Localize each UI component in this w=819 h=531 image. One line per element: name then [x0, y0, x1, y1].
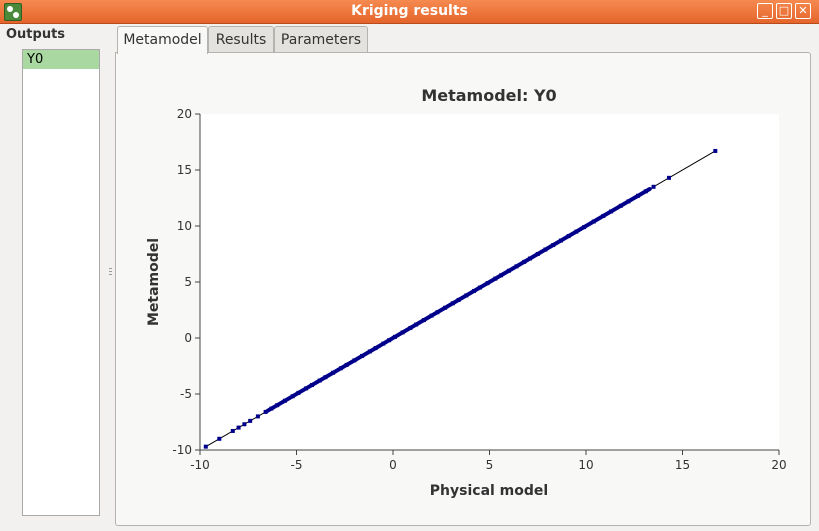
data-point: [203, 444, 208, 449]
y-tick-label: 20: [177, 107, 192, 121]
minimize-button[interactable]: _: [757, 3, 773, 19]
chart-marks: [203, 148, 718, 449]
data-point: [713, 148, 718, 153]
data-point: [666, 175, 671, 180]
x-tick-label: 15: [675, 458, 690, 472]
x-tick-label: -5: [291, 458, 303, 472]
title-bar: Kriging results _ □ ✕: [0, 0, 819, 24]
y-tick-label: 15: [177, 163, 192, 177]
x-tick-label: 5: [486, 458, 494, 472]
window-title: Kriging results: [351, 3, 468, 19]
close-button[interactable]: ✕: [795, 3, 811, 19]
data-point: [242, 422, 247, 427]
x-axis-label: Physical model: [430, 483, 548, 499]
data-point: [248, 418, 253, 423]
data-point: [236, 425, 241, 430]
x-tick-label: 20: [771, 458, 786, 472]
y-axis-label: Metamodel: [146, 238, 162, 326]
x-tick-label: -10: [190, 458, 210, 472]
y-tick-label: 0: [184, 331, 192, 345]
x-tick-label: 0: [389, 458, 397, 472]
tab-results[interactable]: Results: [208, 26, 274, 53]
x-tick-label: 10: [578, 458, 593, 472]
y-tick-label: -10: [172, 443, 192, 457]
chart-title: Metamodel: Y0: [421, 86, 556, 105]
tab-metamodel[interactable]: Metamodel: [117, 26, 208, 54]
y-tick-label: -5: [180, 387, 192, 401]
outputs-list[interactable]: Y0: [22, 49, 100, 516]
maximize-button[interactable]: □: [776, 3, 792, 19]
output-item-y0[interactable]: Y0: [23, 50, 99, 69]
app-icon: [4, 3, 22, 21]
tab-parameters[interactable]: Parameters: [274, 26, 368, 53]
data-point: [230, 428, 235, 433]
chart-axes: -10 -5 0 5 10 15 20 -10 -5 0 5 10 15 20: [172, 107, 786, 472]
y-tick-label: 10: [177, 219, 192, 233]
data-point: [217, 436, 222, 441]
y-tick-label: 5: [184, 275, 192, 289]
data-point: [651, 184, 656, 189]
data-point: [263, 409, 268, 414]
point-cloud-band: [265, 187, 652, 413]
splitter-handle[interactable]: [109, 268, 113, 280]
data-point: [255, 414, 260, 419]
outputs-label: Outputs: [6, 27, 66, 42]
